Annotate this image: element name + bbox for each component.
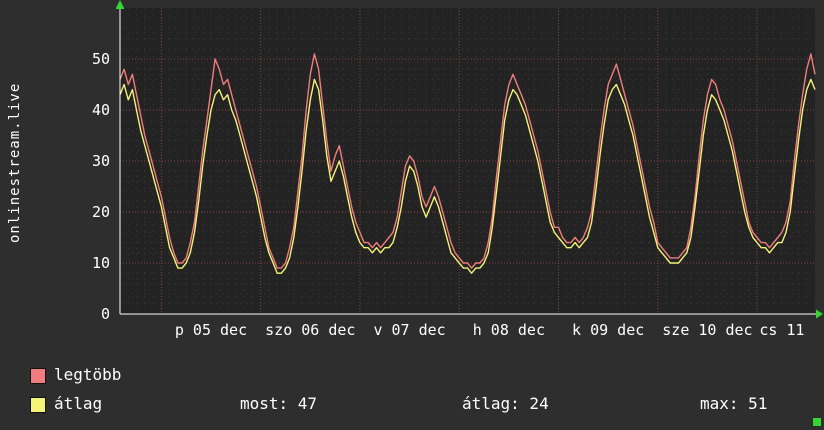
x-tick-label: k 09 dec xyxy=(572,321,645,339)
legend-label-legtobb: legtöbb xyxy=(54,365,122,384)
stat-most: most: 47 xyxy=(240,394,318,413)
y-tick-label: 20 xyxy=(91,203,110,221)
y-tick-label: 10 xyxy=(91,254,110,272)
x-tick-label: sze 10 dec xyxy=(662,321,753,339)
legend-swatch-legtobb xyxy=(30,368,46,384)
corner-green-square xyxy=(813,418,821,426)
stat-atlag: átlag: 24 xyxy=(462,394,549,413)
y-tick-label: 0 xyxy=(100,305,110,323)
x-tick-label: cs 11 xyxy=(759,321,805,339)
legend-label-atlag: átlag xyxy=(54,394,103,413)
chart-canvas xyxy=(116,0,823,319)
x-tick-label: v 07 dec xyxy=(373,321,446,339)
x-tick-label: h 08 dec xyxy=(472,321,545,339)
stat-max: max: 51 xyxy=(700,394,768,413)
x-tick-label: szo 06 dec xyxy=(265,321,356,339)
y-tick-label: 30 xyxy=(91,152,110,170)
x-tick-label: p 05 dec xyxy=(174,321,248,339)
y-tick-label: 40 xyxy=(91,101,110,119)
y-tick-label: 50 xyxy=(91,50,110,68)
legend-swatch-atlag xyxy=(30,397,46,413)
